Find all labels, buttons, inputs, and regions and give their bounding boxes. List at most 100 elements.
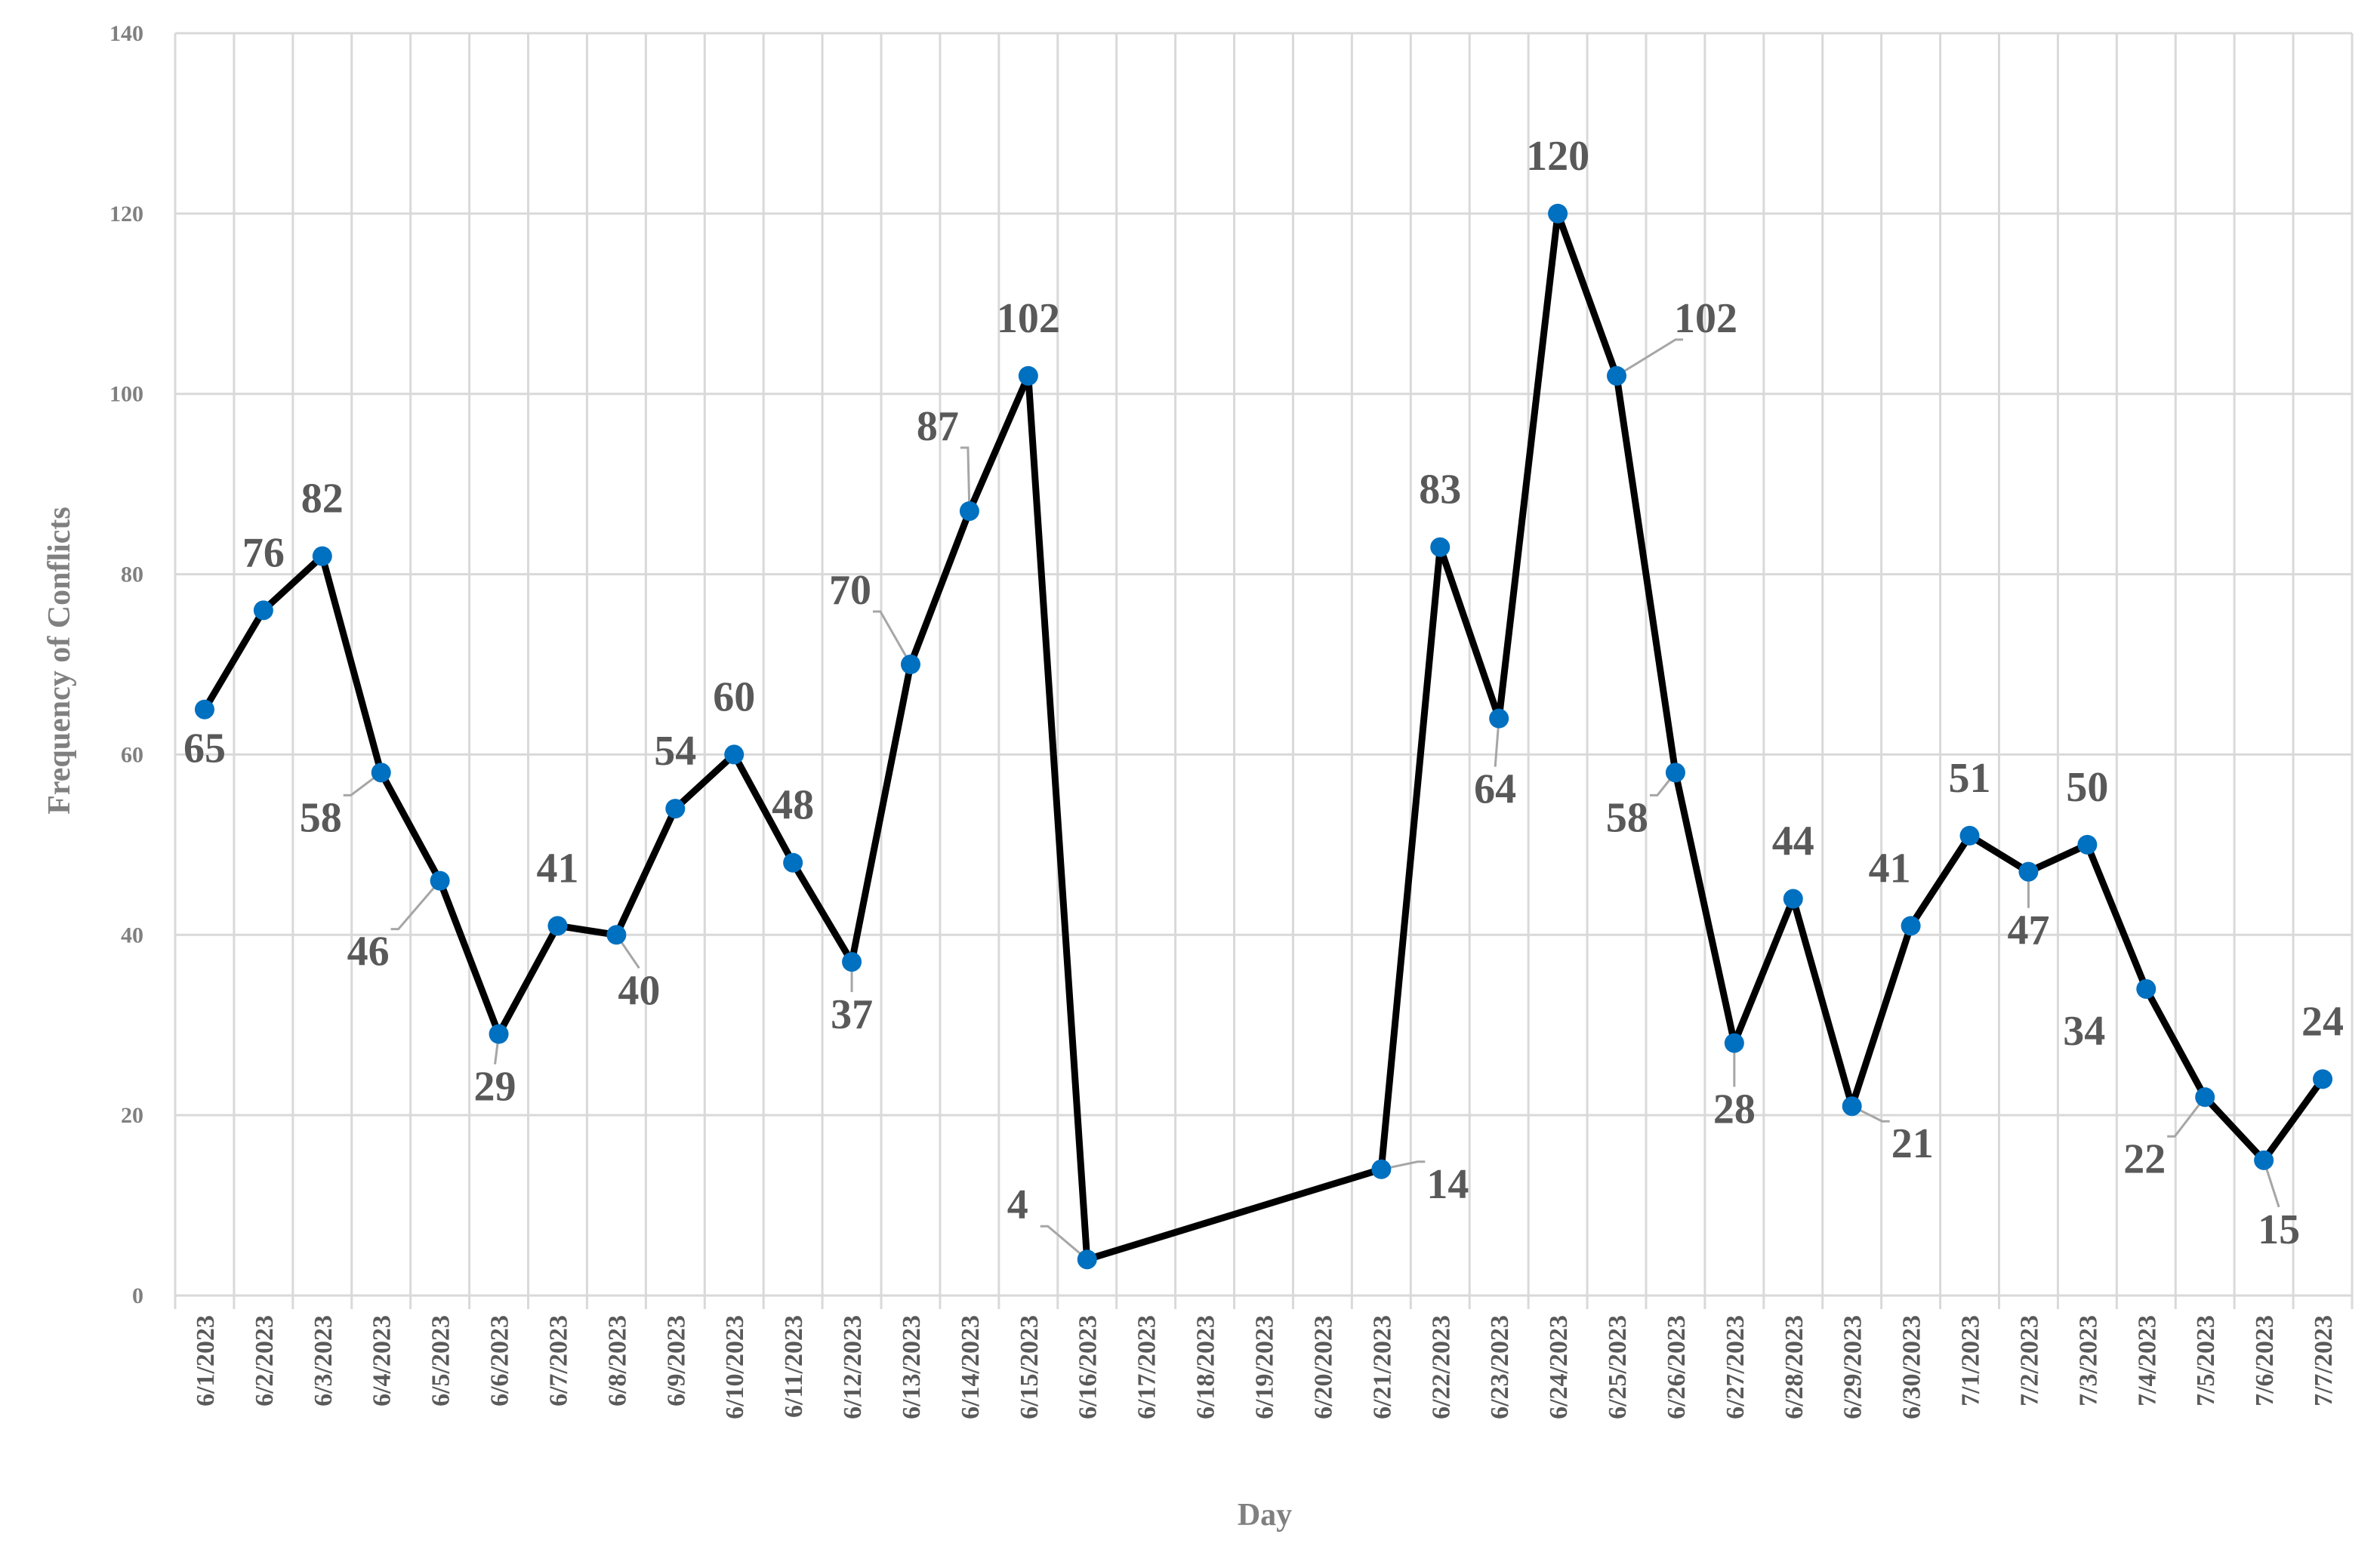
series-line — [201, 210, 2326, 1263]
x-tick-label: 7/7/2023 — [2310, 1315, 2338, 1406]
x-tick-label: 6/10/2023 — [721, 1315, 749, 1419]
y-axis-title: Frequency of Conflicts — [42, 507, 77, 815]
y-tick-label: 80 — [121, 562, 143, 587]
x-tick-label: 6/27/2023 — [1722, 1315, 1750, 1419]
data-label: 29 — [474, 1064, 516, 1111]
data-label: 58 — [1606, 794, 1648, 841]
x-tick-label: 6/16/2023 — [1074, 1315, 1102, 1419]
data-point — [253, 600, 273, 621]
data-point — [2077, 834, 2098, 855]
y-tick-label: 20 — [121, 1103, 143, 1128]
data-label: 102 — [1674, 295, 1737, 342]
label-leader-line — [1040, 1225, 1088, 1261]
data-point — [2136, 978, 2156, 999]
data-label: 28 — [1713, 1086, 1756, 1133]
y-axis-ticks: 0 20 40 60 80 100 120 140 — [109, 21, 143, 1308]
data-label: 60 — [713, 673, 755, 720]
x-tick-label: 6/15/2023 — [1016, 1315, 1044, 1419]
data-label: 64 — [1474, 766, 1516, 813]
data-point — [783, 852, 803, 873]
data-label: 24 — [2301, 998, 2344, 1045]
data-point — [842, 952, 862, 972]
x-tick-label: 6/11/2023 — [780, 1315, 808, 1418]
data-point — [1842, 1096, 1862, 1117]
data-label: 120 — [1526, 133, 1589, 180]
data-label: 51 — [1949, 755, 1991, 802]
data-point — [959, 501, 979, 521]
data-label: 41 — [536, 845, 578, 892]
data-label: 34 — [2063, 1008, 2105, 1055]
x-tick-label: 7/1/2023 — [1957, 1315, 1985, 1406]
data-point — [665, 799, 686, 819]
x-tick-label: 7/3/2023 — [2074, 1315, 2102, 1406]
data-label: 4 — [1007, 1182, 1028, 1228]
label-leader-line — [872, 610, 912, 665]
x-tick-label: 6/24/2023 — [1545, 1315, 1573, 1419]
data-label: 46 — [347, 929, 390, 975]
y-tick-label: 0 — [132, 1283, 143, 1308]
data-label: 14 — [1426, 1161, 1469, 1208]
data-point — [724, 744, 745, 765]
label-leader-line — [2167, 1096, 2206, 1138]
x-tick-label: 6/26/2023 — [1663, 1315, 1691, 1419]
x-tick-label: 6/8/2023 — [603, 1315, 631, 1406]
data-label: 15 — [2258, 1206, 2300, 1253]
data-label: 87 — [917, 403, 959, 450]
data-point — [547, 916, 568, 936]
x-axis-title: Day — [1238, 1498, 1292, 1533]
x-tick-label: 6/22/2023 — [1427, 1315, 1455, 1419]
data-label: 37 — [831, 991, 873, 1038]
x-tick-label: 6/9/2023 — [662, 1315, 690, 1406]
x-tick-label: 6/23/2023 — [1486, 1315, 1514, 1419]
data-point — [2018, 861, 2039, 882]
data-label: 48 — [772, 782, 814, 829]
data-label: 40 — [618, 967, 660, 1014]
x-tick-label: 6/5/2023 — [427, 1315, 455, 1406]
data-label: 58 — [300, 794, 342, 841]
data-point — [430, 870, 450, 891]
x-tick-label: 6/25/2023 — [1604, 1315, 1632, 1419]
y-tick-label: 100 — [109, 382, 143, 407]
data-label: 76 — [242, 529, 285, 576]
y-tick-label: 40 — [121, 923, 143, 947]
x-tick-label: 7/6/2023 — [2251, 1315, 2279, 1406]
x-tick-label: 6/17/2023 — [1133, 1315, 1161, 1419]
x-tick-label: 6/29/2023 — [1839, 1315, 1867, 1419]
data-points — [194, 203, 2333, 1270]
x-tick-label: 6/7/2023 — [544, 1315, 572, 1406]
data-label: 54 — [654, 728, 696, 775]
data-label: 102 — [997, 295, 1060, 342]
data-label: 21 — [1891, 1120, 1934, 1167]
data-point — [312, 546, 332, 566]
y-tick-label: 120 — [109, 202, 143, 226]
y-tick-label: 140 — [109, 21, 143, 46]
data-point — [1077, 1249, 1097, 1270]
data-point — [2313, 1069, 2333, 1089]
x-tick-label: 6/28/2023 — [1780, 1315, 1808, 1419]
x-axis-ticks: 6/1/2023 6/2/2023 6/3/2023 6/4/2023 6/5/2023… — [192, 1315, 2338, 1419]
x-tick-label: 6/18/2023 — [1192, 1315, 1220, 1419]
label-leader-line — [1381, 1160, 1426, 1171]
x-tick-label: 6/3/2023 — [310, 1315, 338, 1406]
data-point — [606, 925, 627, 945]
data-point — [2254, 1150, 2274, 1170]
x-tick-label: 7/5/2023 — [2192, 1315, 2220, 1406]
x-tick-label: 6/12/2023 — [839, 1315, 867, 1419]
label-leader-line — [343, 772, 382, 796]
x-tick-label: 6/2/2023 — [251, 1315, 279, 1406]
data-point — [2195, 1087, 2215, 1108]
x-tick-label: 7/2/2023 — [2015, 1315, 2043, 1406]
label-leader-line — [390, 880, 441, 931]
x-tick-label: 6/13/2023 — [898, 1315, 926, 1419]
label-leader-line — [960, 446, 971, 512]
data-point — [1901, 916, 1921, 936]
data-point — [1959, 825, 1980, 846]
data-label: 47 — [2007, 907, 2049, 954]
data-label: 83 — [1419, 467, 1461, 513]
x-tick-label: 7/4/2023 — [2133, 1315, 2161, 1406]
x-tick-label: 6/4/2023 — [368, 1315, 396, 1406]
gridlines — [174, 32, 2354, 1309]
data-point — [1724, 1033, 1744, 1053]
